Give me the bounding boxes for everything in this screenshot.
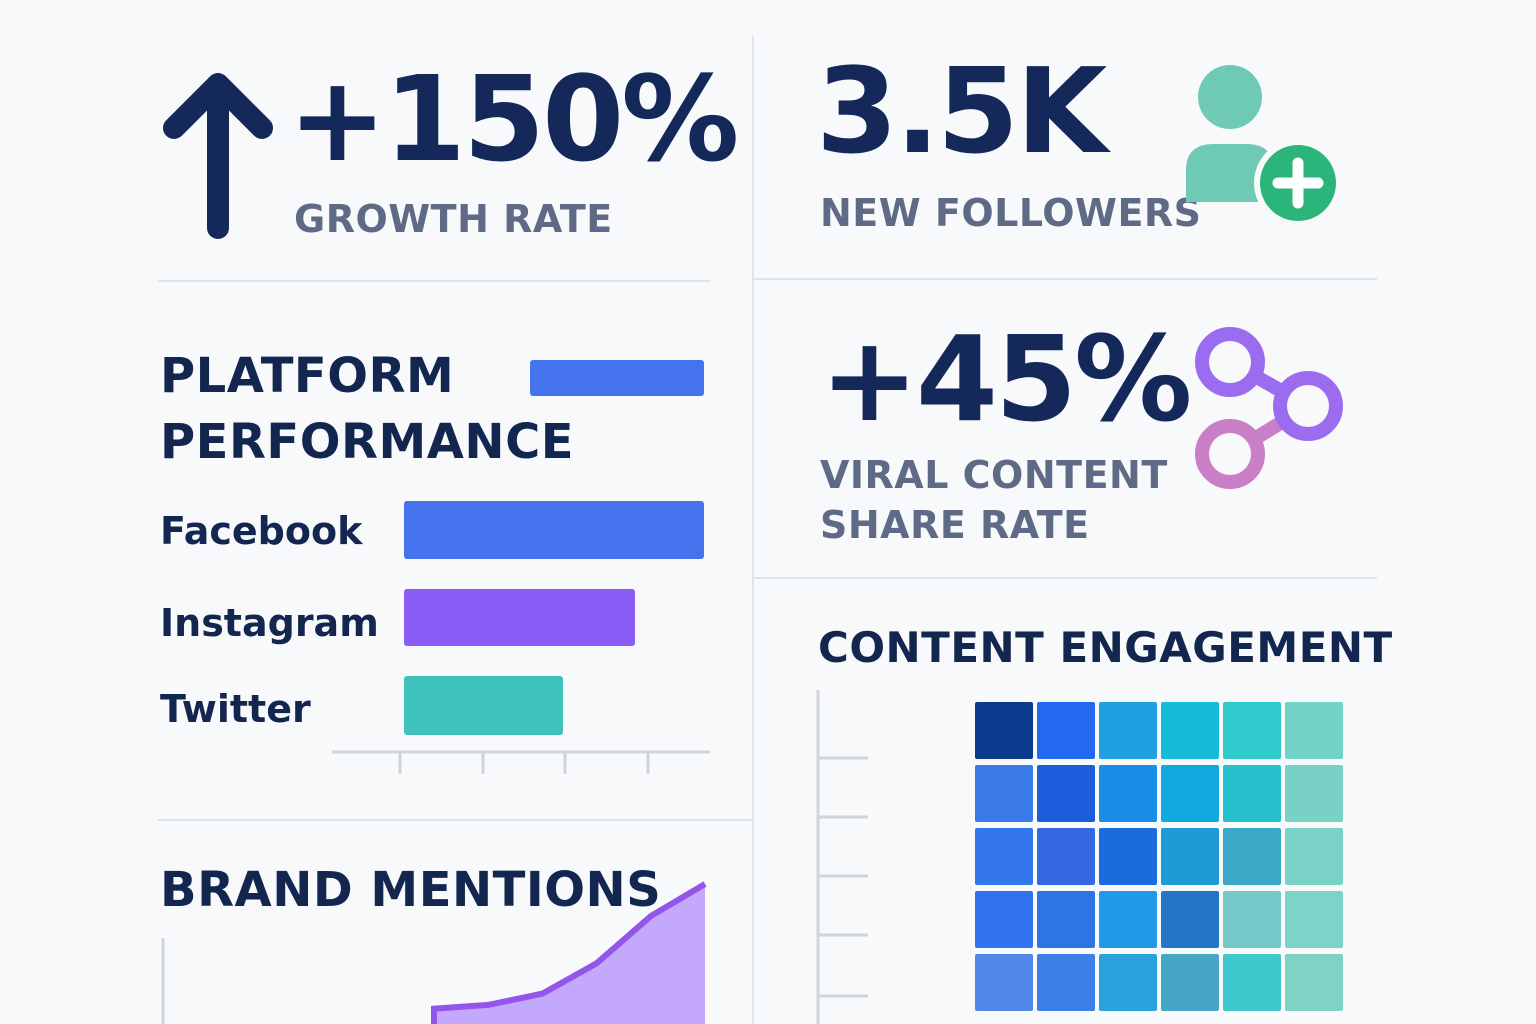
growth-value: +150% [288, 50, 739, 188]
heatmap-cell [1037, 954, 1095, 1011]
heatmap-cell [1161, 828, 1219, 885]
heatmap-cell [1037, 891, 1095, 948]
heatmap-cell [975, 828, 1033, 885]
heatmap-cell [1223, 702, 1281, 759]
heatmap-cell [1285, 702, 1343, 759]
heatmap-cell [1099, 765, 1157, 822]
heatmap-cell [975, 954, 1033, 1011]
heatmap-cell [1037, 765, 1095, 822]
platform-title-line1: PLATFORM [160, 348, 455, 404]
heatmap-cell [1099, 891, 1157, 948]
heatmap-cell [1161, 702, 1219, 759]
heatmap-cell [1099, 828, 1157, 885]
brand-area-fill [434, 884, 705, 1024]
arrow-up-icon [163, 73, 273, 239]
heatmap-cell [1285, 954, 1343, 1011]
heatmap-cell [1037, 828, 1095, 885]
bar-label-twitter: Twitter [160, 687, 311, 731]
legend-swatch [530, 360, 704, 396]
platform-title-line2: PERFORMANCE [160, 414, 575, 470]
engagement-title: CONTENT ENGAGEMENT [818, 623, 1393, 672]
brand-area-line [431, 881, 707, 1024]
heatmap-cell [1223, 828, 1281, 885]
bar-axis [332, 750, 710, 774]
heatmap-axis [816, 690, 868, 1024]
followers-value: 3.5K [816, 42, 1107, 180]
share-icon [1195, 327, 1343, 489]
heatmap-cell [1161, 765, 1219, 822]
heatmap-cell [975, 891, 1033, 948]
heatmap-cell [1099, 954, 1157, 1011]
bar-label-facebook: Facebook [160, 509, 363, 553]
left-divider-1 [158, 280, 710, 282]
heatmap-cell [1037, 702, 1095, 759]
heatmap-cell [1223, 765, 1281, 822]
heatmap-cell [1285, 891, 1343, 948]
bar-label-instagram: Instagram [160, 601, 379, 645]
heatmap-cell [1223, 954, 1281, 1011]
left-divider-2 [158, 819, 752, 821]
vertical-divider [752, 36, 754, 1024]
heatmap-cell [1099, 702, 1157, 759]
brand-title: BRAND MENTIONS [160, 862, 662, 918]
right-divider-2 [754, 577, 1377, 579]
right-divider-1 [754, 278, 1377, 280]
engagement-heatmap [975, 702, 1345, 1014]
followers-label: NEW FOLLOWERS [820, 191, 1202, 235]
viral-label-line2: SHARE RATE [820, 503, 1090, 547]
heatmap-cell [975, 765, 1033, 822]
heatmap-cell [1285, 765, 1343, 822]
viral-value: +45% [820, 310, 1192, 448]
bar-facebook [404, 501, 704, 559]
bar-instagram [404, 589, 635, 646]
heatmap-cell [1161, 954, 1219, 1011]
heatmap-cell [975, 702, 1033, 759]
viral-label-line1: VIRAL CONTENT [820, 453, 1168, 497]
bar-twitter [404, 676, 563, 735]
heatmap-cell [1285, 828, 1343, 885]
add-user-icon [1186, 65, 1342, 227]
heatmap-cell [1161, 891, 1219, 948]
heatmap-cell [1223, 891, 1281, 948]
growth-label: GROWTH RATE [294, 197, 613, 241]
